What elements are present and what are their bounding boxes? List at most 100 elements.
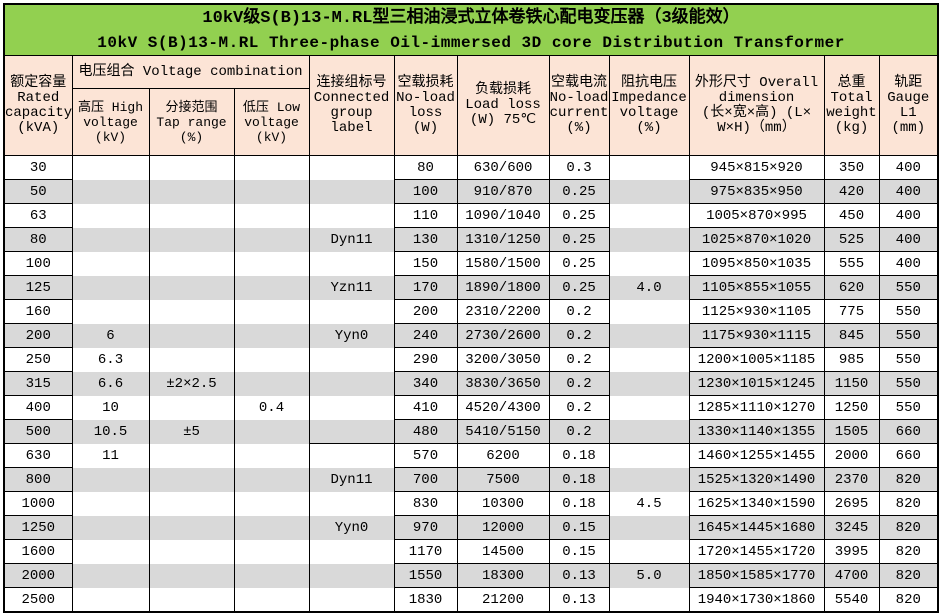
cell-loadloss: 1310/1250	[456, 227, 550, 252]
col-header-load-loss: 负载损耗 Load loss (W) 75℃	[456, 55, 550, 156]
cell-dimension: 1330×1140×1355	[688, 419, 825, 444]
cell-gauge: 550	[878, 347, 939, 372]
cell-dimension: 1025×870×1020	[688, 227, 825, 252]
cell-noload: 240	[393, 323, 458, 348]
cell-noload: 170	[393, 275, 458, 300]
cell-hv: 6	[71, 323, 150, 348]
cell-tap	[148, 443, 235, 468]
cell-current: 0.2	[548, 299, 610, 324]
table-row: 1600 1170 14500 0.15 1720×1455×1720 3995 820	[3, 539, 939, 564]
cell-capacity: 30	[3, 155, 73, 180]
table-row: 63 110 1090/1040 0.25 1005×870×995 450 400	[3, 203, 939, 228]
cell-tap	[148, 395, 235, 420]
cell-tap	[148, 323, 235, 348]
cell-impedance	[608, 179, 690, 204]
cell-impedance	[608, 371, 690, 396]
cell-hv	[71, 179, 150, 204]
cell-hv: 11	[71, 443, 150, 468]
table-row: 200 6 Yyn0 240 2730/2600 0.2 1175×930×1115 845 5…	[3, 323, 939, 348]
table-row: 2500 1830 21200 0.13 1940×1730×1860 5540 820	[3, 587, 939, 613]
cell-current: 0.13	[548, 563, 610, 588]
cell-gauge: 550	[878, 299, 939, 324]
cell-current: 0.15	[548, 515, 610, 540]
cell-group: Yzn11	[308, 275, 395, 300]
col-header-connected-group: 连接组标号 Connected group label	[308, 55, 395, 156]
title-line-english: 10kV S(B)13-M.RL Three-phase Oil-immerse…	[97, 33, 845, 52]
cell-dimension: 975×835×950	[688, 179, 825, 204]
cell-gauge: 400	[878, 179, 939, 204]
cell-loadloss: 3200/3050	[456, 347, 550, 372]
cell-lv	[233, 563, 310, 588]
cell-dimension: 1940×1730×1860	[688, 587, 825, 613]
cell-gauge: 400	[878, 155, 939, 180]
col-header-total-weight: 总重 Total weight (kg)	[823, 55, 880, 156]
cell-dimension: 1200×1005×1185	[688, 347, 825, 372]
cell-dimension: 1095×850×1035	[688, 251, 825, 276]
cell-noload: 1830	[393, 587, 458, 613]
cell-impedance	[608, 251, 690, 276]
cell-capacity: 250	[3, 347, 73, 372]
table-row: 500 10.5 ±5 480 5410/5150 0.2 1330×1140×1355 15…	[3, 419, 939, 444]
cell-group	[308, 587, 395, 612]
col-header-tap-range: 分接范围 Tap range (%)	[148, 88, 235, 156]
cell-dimension: 945×815×920	[688, 155, 825, 180]
cell-loadloss: 1890/1800	[456, 275, 550, 300]
cell-loadloss: 910/870	[456, 179, 550, 204]
cell-impedance	[608, 419, 690, 444]
cell-noload: 80	[393, 155, 458, 180]
cell-dimension: 1125×930×1105	[688, 299, 825, 324]
cell-dimension: 1175×930×1115	[688, 323, 825, 348]
cell-gauge: 820	[878, 539, 939, 564]
cell-tap	[148, 491, 235, 516]
cell-tap: ±2×2.5	[148, 371, 235, 396]
cell-loadloss: 14500	[456, 539, 550, 564]
cell-group	[308, 299, 395, 324]
table-row: 125 Yzn11 170 1890/1800 0.25 4.0 1105×855×1055…	[3, 275, 939, 300]
col-header-no-load-current: 空载电流 No-load current (%)	[548, 55, 610, 156]
table-row: 2000 1550 18300 0.13 5.0 1850×1585×1770 4700 82…	[3, 563, 939, 588]
cell-gauge: 660	[878, 443, 939, 468]
table-row: 630 11 570 6200 0.18 1460×1255×1455 2000 660	[3, 443, 939, 468]
cell-group	[308, 563, 395, 588]
cell-impedance	[608, 587, 690, 612]
cell-lv	[233, 515, 310, 540]
cell-gauge: 400	[878, 227, 939, 252]
cell-impedance	[608, 155, 690, 180]
cell-impedance	[608, 203, 690, 228]
cell-lv	[233, 275, 310, 300]
cell-group	[308, 155, 395, 180]
cell-capacity: 50	[3, 179, 73, 204]
cell-capacity: 630	[3, 443, 73, 468]
col-header-low-voltage: 低压 Low voltage (kV)	[233, 88, 310, 156]
cell-weight: 845	[823, 323, 880, 348]
cell-weight: 3245	[823, 515, 880, 540]
cell-dimension: 1645×1445×1680	[688, 515, 825, 540]
cell-impedance	[608, 539, 690, 564]
cell-lv	[233, 179, 310, 204]
cell-gauge: 820	[878, 515, 939, 540]
cell-lv	[233, 371, 310, 396]
cell-weight: 5540	[823, 587, 880, 613]
table-row: 80 Dyn11 130 1310/1250 0.25 1025×870×1020 525 4…	[3, 227, 939, 252]
cell-loadloss: 12000	[456, 515, 550, 540]
cell-dimension: 1525×1320×1490	[688, 467, 825, 492]
header-row-sub: 高压 High voltage (kV) 分接范围 Tap range (%) …	[4, 88, 938, 156]
cell-dimension: 1105×855×1055	[688, 275, 825, 300]
cell-loadloss: 1580/1500	[456, 251, 550, 276]
cell-group	[308, 203, 395, 228]
cell-hv	[71, 299, 150, 324]
cell-loadloss: 630/600	[456, 155, 550, 180]
cell-weight: 420	[823, 179, 880, 204]
cell-capacity: 125	[3, 275, 73, 300]
cell-noload: 110	[393, 203, 458, 228]
cell-noload: 700	[393, 467, 458, 492]
cell-noload: 1170	[393, 539, 458, 564]
cell-dimension: 1005×870×995	[688, 203, 825, 228]
cell-noload: 100	[393, 179, 458, 204]
cell-lv	[233, 203, 310, 228]
cell-gauge: 400	[878, 203, 939, 228]
cell-weight: 525	[823, 227, 880, 252]
cell-impedance	[608, 347, 690, 372]
cell-tap: ±5	[148, 419, 235, 444]
cell-tap	[148, 179, 235, 204]
